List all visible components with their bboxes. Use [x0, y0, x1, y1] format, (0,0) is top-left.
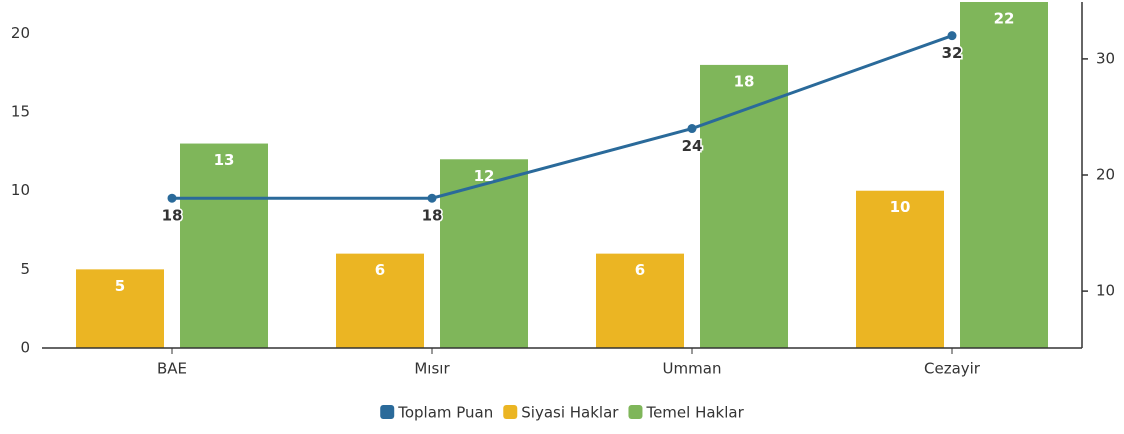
y-tick-label: 20: [11, 24, 30, 42]
line-point: [947, 31, 957, 41]
bar: [596, 253, 684, 348]
bar-value-label: 18: [734, 72, 755, 90]
bar-value-label: 13: [214, 151, 235, 169]
x-tick-label: Mısır: [414, 360, 450, 378]
legend-label: Siyasi Haklar: [521, 404, 619, 422]
bar: [856, 190, 944, 348]
legend-label: Toplam Puan: [397, 404, 493, 422]
legend: Toplam Puan Siyasi Haklar Temel Haklar: [380, 404, 745, 422]
line: [172, 34, 953, 200]
bar-value-label: 22: [994, 10, 1015, 28]
line-value-label: 18: [422, 207, 443, 225]
bar: [76, 269, 164, 348]
legend-label: Temel Haklar: [645, 404, 744, 422]
line-point: [687, 124, 697, 134]
y-tick-label: 5: [20, 260, 30, 278]
bar: [700, 64, 788, 348]
y2-tick-label: 20: [1096, 166, 1115, 184]
x-tick-label: BAE: [157, 360, 187, 378]
x-tick-label: Umman: [663, 360, 722, 378]
y-tick-label: 15: [11, 103, 30, 121]
legend-swatch: [380, 405, 395, 419]
legend-swatch: [628, 405, 643, 419]
bar-value-label: 6: [375, 261, 385, 279]
line-value-label: 24: [682, 137, 703, 155]
bar-value-label: 12: [474, 167, 495, 185]
y2-tick-label: 30: [1096, 49, 1115, 67]
bar: [336, 253, 424, 348]
legend-swatch: [503, 405, 518, 419]
x-tick-label: Cezayir: [924, 360, 981, 378]
bar-value-label: 6: [635, 261, 645, 279]
y-tick-label: 10: [11, 181, 30, 199]
bar-value-label: 10: [890, 198, 911, 216]
bar-value-label: 5: [115, 277, 125, 295]
line-value-label: 18: [162, 207, 183, 225]
y2-tick-label: 10: [1096, 282, 1115, 300]
bar: [440, 159, 528, 348]
y-tick-label: 0: [20, 339, 30, 357]
line-value-label: 32: [942, 44, 963, 62]
line-point: [427, 193, 437, 203]
bar: [180, 143, 268, 348]
line-point: [167, 193, 177, 203]
bar: [960, 2, 1048, 348]
